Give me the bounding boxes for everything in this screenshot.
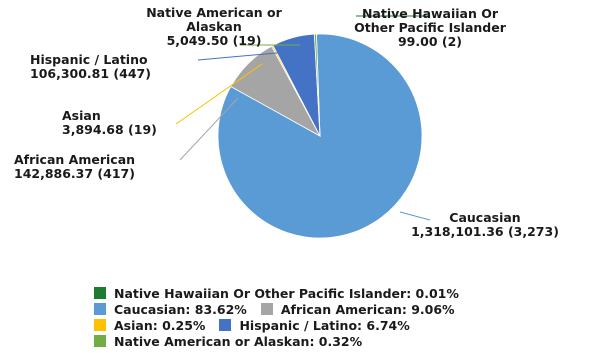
legend-row: Caucasian: 83.62% African American: 9.06% (94, 301, 473, 317)
legend-label: Hispanic / Latino: 6.74% (239, 317, 410, 333)
legend-swatch (260, 303, 273, 315)
legend-item-asian[interactable]: Asian: 0.25% (94, 318, 205, 333)
legend-item-african-american[interactable]: African American: 9.06% (260, 301, 455, 317)
legend-label: Asian: 0.25% (114, 317, 206, 333)
legend-row: Native Hawaiian Or Other Pacific Islande… (94, 285, 473, 301)
legend-item-native-hawaiian-or-other-pacific-islander[interactable]: Native Hawaiian Or Other Pacific Islande… (94, 286, 459, 301)
data-label-african-american: African American 142,886.37 (417) (14, 152, 135, 181)
legend-label: Native American or Alaskan: 0.32% (114, 333, 363, 349)
legend-swatch (94, 303, 106, 315)
chart-legend: Native Hawaiian Or Other Pacific Islande… (94, 285, 473, 349)
legend-label: Caucasian: 83.62% (114, 301, 247, 317)
data-label-hispanic-latino: Hispanic / Latino 106,300.81 (447) (30, 52, 151, 81)
leader-line-hispanic-latino (197, 51, 289, 61)
legend-item-native-american-or-alaskan[interactable]: Native American or Alaskan: 0.32% (94, 334, 362, 349)
leader-line-caucasian (399, 211, 431, 221)
legend-swatch (94, 287, 106, 299)
pie-slice-native-american-or-alaskan[interactable] (313, 33, 321, 137)
data-label-asian: Asian 3,894.68 (19) (62, 108, 157, 137)
data-label-native-hawaiian-or-other-pacific-islander: Native Hawaiian Or Other Pacific Islander… (354, 6, 507, 49)
leader-line-asian (175, 63, 263, 125)
data-label-native-american-or-alaskan: Native American or Alaskan 5,049.50 (19) (146, 5, 282, 48)
legend-item-hispanic-latino[interactable]: Hispanic / Latino: 6.74% (219, 317, 410, 333)
legend-swatch (94, 319, 106, 331)
legend-row: Asian: 0.25% Hispanic / Latino: 6.74% (94, 317, 473, 333)
legend-swatch (219, 319, 232, 331)
legend-item-caucasian[interactable]: Caucasian: 83.62% (94, 302, 247, 317)
legend-label: African American: 9.06% (280, 301, 455, 317)
legend-row: Native American or Alaskan: 0.32% (94, 333, 473, 349)
leader-line-african-american (179, 97, 239, 161)
legend-swatch (94, 335, 106, 347)
legend-label: Native Hawaiian Or Other Pacific Islande… (114, 285, 459, 301)
data-label-caucasian: Caucasian 1,318,101.36 (3,273) (411, 210, 559, 239)
